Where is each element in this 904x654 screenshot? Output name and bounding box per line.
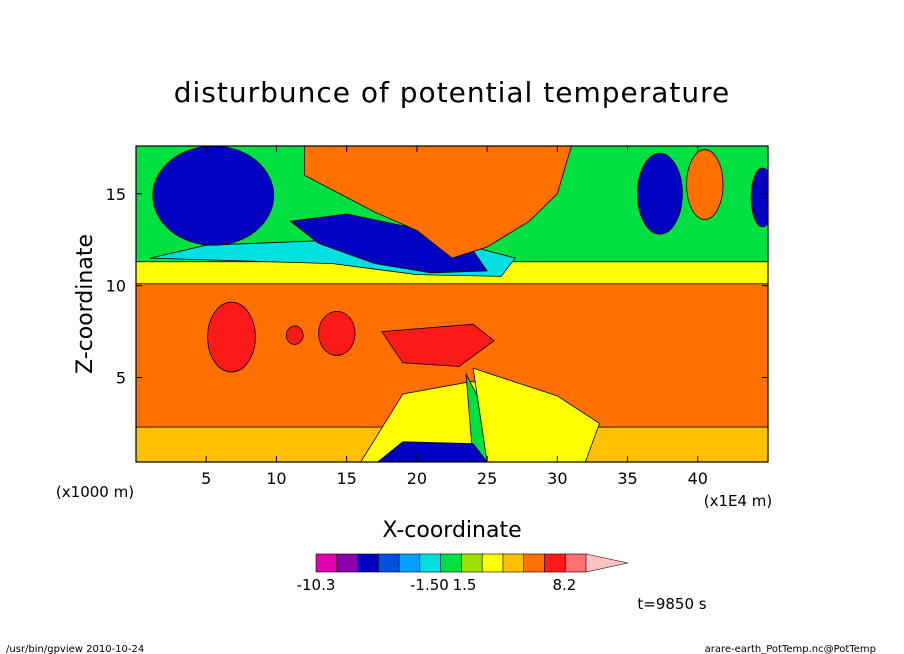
contour-navy-vortex-right	[636, 152, 683, 235]
contour-navy-vortex-left	[152, 146, 275, 246]
colorbar-label: 8.2	[552, 576, 576, 594]
colorbar-swatch	[378, 553, 400, 573]
contour-red-core-mid	[318, 310, 356, 356]
footer-left: /usr/bin/gpview 2010-10-24	[6, 644, 144, 654]
colorbar-label: -1.50	[410, 576, 449, 594]
contour-navy-right-edge	[750, 167, 768, 228]
colorbar-swatch	[440, 553, 462, 573]
x-axis: 5 10 15 20 25 30 35 40	[201, 146, 708, 488]
plot-frame	[135, 145, 769, 463]
contour-yellow-lower-right	[472, 367, 600, 462]
x-tick-label: 25	[477, 469, 497, 488]
y-axis: 5 10 15	[106, 185, 768, 387]
x-tick-label: 20	[407, 469, 427, 488]
y-unit-label: (x1000 m)	[56, 483, 134, 501]
y-tick-label: 5	[116, 368, 126, 387]
y-tick-label: 15	[106, 185, 126, 204]
colorbar-label: -10.3	[297, 576, 336, 594]
colorbar-swatch	[419, 553, 442, 573]
contour-blue-upper-mid	[289, 213, 488, 274]
contour-red-core-left	[207, 301, 256, 373]
contour-orange-plume-top	[304, 146, 572, 259]
x-tick-label: 30	[547, 469, 567, 488]
contour-red-core-small	[285, 325, 304, 345]
colorbar-swatch	[461, 553, 483, 573]
contour-regions	[136, 146, 768, 462]
footer-right: arare-earth_PotTemp.nc@PotTemp	[705, 644, 876, 654]
time-label: t=9850 s	[637, 595, 706, 613]
x-unit-label: (x1E4 m)	[704, 492, 773, 510]
colorbar-swatch	[481, 553, 504, 573]
colorbar-swatch	[523, 553, 546, 573]
contour-blue-bottom	[376, 441, 488, 462]
colorbar-swatch	[502, 553, 525, 573]
x-tick-label: 10	[266, 469, 286, 488]
x-tick-label: 35	[617, 469, 637, 488]
colorbar-swatch	[544, 553, 566, 573]
x-tick-label: 5	[201, 469, 211, 488]
colorbar-swatch	[357, 553, 379, 573]
colorbar-swatch	[398, 553, 421, 573]
colorbar-arrow	[585, 553, 629, 573]
colorbar-swatch	[336, 553, 359, 573]
chart-title: disturbunce of potential temperature	[174, 76, 731, 109]
colorbar-label: 1.5	[453, 576, 477, 594]
y-axis-title: Z-coordinate	[73, 234, 98, 374]
plot-area	[135, 145, 769, 463]
x-tick-label: 15	[336, 469, 356, 488]
x-tick-label: 40	[688, 469, 708, 488]
y-tick-label: 10	[106, 277, 126, 296]
contour-orange-right-cell	[686, 149, 724, 220]
x-axis-title: X-coordinate	[382, 518, 521, 543]
colorbar-swatch	[564, 553, 587, 573]
contour-red-fingers	[381, 323, 495, 367]
colorbar: -10.3 -1.50 1.5 8.2	[297, 553, 629, 594]
colorbar-swatch	[315, 553, 338, 573]
